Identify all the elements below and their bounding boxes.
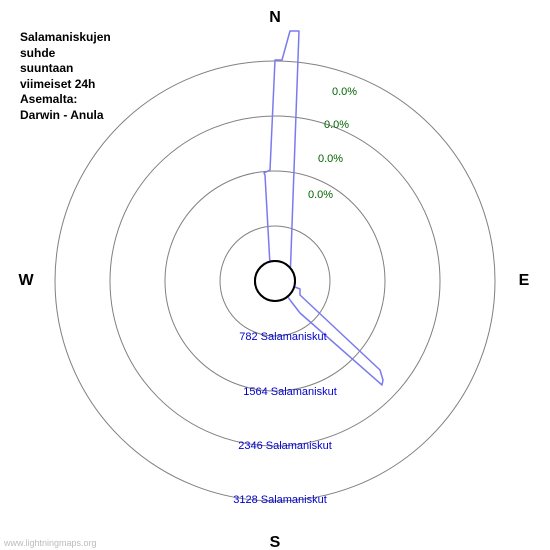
svg-text:3128 Salamaniskut: 3128 Salamaniskut <box>233 494 327 506</box>
svg-text:W: W <box>18 272 34 289</box>
footer-credit: www.lightningmaps.org <box>4 538 97 548</box>
svg-text:E: E <box>519 272 530 289</box>
svg-text:0.0%: 0.0% <box>324 119 349 131</box>
svg-text:2346 Salamaniskut: 2346 Salamaniskut <box>238 440 332 452</box>
svg-text:S: S <box>270 534 281 550</box>
svg-text:N: N <box>269 9 281 26</box>
svg-text:782 Salamaniskut: 782 Salamaniskut <box>239 331 326 343</box>
svg-text:0.0%: 0.0% <box>318 153 343 165</box>
svg-text:1564 Salamaniskut: 1564 Salamaniskut <box>243 386 337 398</box>
pct-labels: 0.0% 0.0% 0.0% 0.0% <box>308 86 357 201</box>
svg-text:0.0%: 0.0% <box>308 189 333 201</box>
chart-title: Salamaniskujen suhde suuntaan viimeiset … <box>20 30 111 124</box>
count-labels: 782 Salamaniskut 1564 Salamaniskut 2346 Sa… <box>233 331 337 506</box>
svg-text:0.0%: 0.0% <box>332 86 357 98</box>
